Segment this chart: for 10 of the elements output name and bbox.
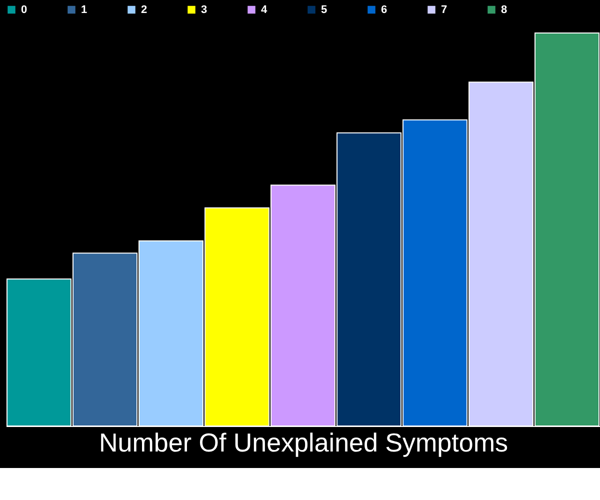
legend-label: 1 [81,4,88,16]
legend-label: 3 [201,4,208,16]
legend-label: 7 [441,4,448,16]
legend-label: 0 [21,4,28,16]
legend-label: 6 [381,4,388,16]
legend-label: 2 [141,4,148,16]
x-axis-title: Number Of Unexplained Symptoms [99,428,508,458]
legend-label: 8 [501,4,508,16]
legend-label: 5 [321,4,328,16]
legend-label: 4 [261,4,268,16]
